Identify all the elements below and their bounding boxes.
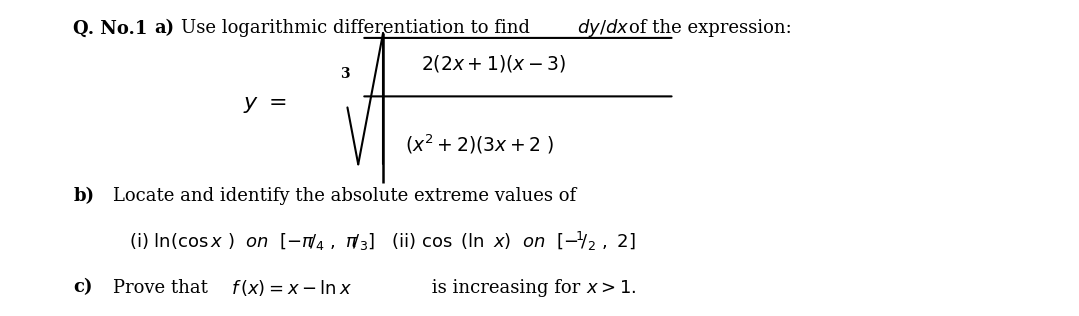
Text: Use logarithmic differentiation to find: Use logarithmic differentiation to find [181,20,536,37]
Text: Locate and identify the absolute extreme values of: Locate and identify the absolute extreme… [113,187,576,205]
Text: $x > 1.$: $x > 1.$ [586,279,637,296]
Text: Prove that: Prove that [113,279,214,296]
Text: c): c) [73,279,93,296]
Text: of the expression:: of the expression: [629,20,792,37]
Text: Q. No.1: Q. No.1 [73,20,148,37]
Text: $2(2x+1)(x-3)$: $2(2x+1)(x-3)$ [421,53,566,74]
Text: is increasing for: is increasing for [426,279,586,296]
Text: $(x^2+2)(3x+2\ )$: $(x^2+2)(3x+2\ )$ [405,132,555,155]
Text: b): b) [73,187,95,205]
Text: $f\,(x) = x - \ln x$: $f\,(x) = x - \ln x$ [231,277,352,298]
Text: 3: 3 [340,67,350,81]
Text: a): a) [154,20,175,37]
Text: $y\ =$: $y\ =$ [243,93,286,115]
Text: $dy/dx$: $dy/dx$ [577,17,630,40]
Text: $(\mathrm{i})\ \ln(\cos x\ )$  $\mathit{on}$  $[-\pi\!/_{4}\ ,\ \pi\!/_{3}]$   $: $(\mathrm{i})\ \ln(\cos x\ )$ $\mathit{o… [129,230,637,253]
